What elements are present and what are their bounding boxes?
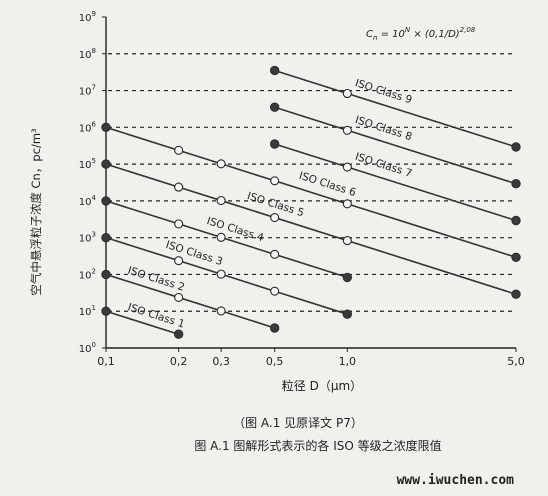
series-label: ISO Class 9 bbox=[354, 77, 414, 106]
data-point-filled bbox=[511, 215, 521, 226]
series-label: ISO Class 6 bbox=[297, 170, 357, 199]
data-point-open bbox=[342, 125, 352, 135]
y-tick-label: 105 bbox=[79, 157, 96, 171]
figure-caption-note: （图 A.1 见原译文 P7） bbox=[233, 415, 363, 430]
data-point-open bbox=[270, 176, 280, 186]
formula-part: N bbox=[405, 26, 411, 34]
x-tick-label: 0,3 bbox=[212, 355, 230, 368]
data-point-filled bbox=[511, 142, 521, 152]
y-tick-exponent: 7 bbox=[92, 84, 96, 92]
formula-annotation: Cn = 10N × (0,1/D)2,08 bbox=[366, 26, 476, 42]
data-point-open bbox=[342, 162, 352, 172]
series-line bbox=[105, 310, 179, 335]
data-point-open bbox=[270, 213, 280, 223]
y-tick-label: 109 bbox=[79, 10, 96, 24]
data-point-open bbox=[174, 292, 184, 302]
series-label: ISO Class 3 bbox=[164, 239, 224, 268]
data-point-filled bbox=[511, 252, 521, 262]
y-tick-label: 107 bbox=[79, 84, 96, 98]
figure-caption-title: 图 A.1 图解形式表示的各 ISO 等级之浓度限值 bbox=[194, 438, 441, 453]
y-tick-exponent: 2 bbox=[92, 267, 96, 275]
y-tick-label: 101 bbox=[79, 304, 96, 318]
series-group bbox=[101, 65, 521, 339]
data-point-filled bbox=[101, 232, 111, 243]
data-point-open bbox=[174, 145, 184, 155]
y-tick-label: 102 bbox=[79, 267, 96, 281]
y-tick-exponent: 0 bbox=[92, 341, 96, 349]
y-tick-label: 104 bbox=[79, 194, 97, 208]
data-point-open bbox=[216, 196, 226, 206]
y-tick-exponent: 9 bbox=[92, 10, 96, 18]
gridlines bbox=[108, 53, 516, 312]
data-point-open bbox=[216, 269, 226, 279]
formula-part: = 10 bbox=[377, 29, 404, 40]
y-tick-exponent: 5 bbox=[92, 157, 96, 165]
data-point-filled bbox=[101, 159, 111, 169]
data-point-filled bbox=[101, 306, 111, 316]
data-point-filled bbox=[269, 65, 280, 76]
data-point-filled bbox=[101, 269, 111, 280]
data-point-open bbox=[342, 199, 352, 209]
data-point-open bbox=[342, 88, 352, 99]
data-point-open bbox=[270, 249, 280, 259]
series-line bbox=[105, 273, 275, 329]
formula-part: C bbox=[366, 29, 373, 40]
x-axis-label: 粒径 D（μm） bbox=[282, 378, 362, 393]
formula-part: ) bbox=[455, 29, 460, 40]
x-tick-label: 0,1 bbox=[97, 355, 115, 368]
y-tick-label: 100 bbox=[79, 341, 96, 355]
y-tick-exponent: 4 bbox=[92, 194, 97, 202]
data-point-filled bbox=[511, 179, 521, 189]
y-tick-exponent: 3 bbox=[92, 231, 96, 239]
data-point-open bbox=[174, 182, 184, 192]
series-label: ISO Class 8 bbox=[354, 114, 414, 143]
x-tick-label: 0,2 bbox=[170, 355, 188, 368]
series-line bbox=[105, 200, 348, 279]
series-label: ISO Class 7 bbox=[354, 151, 414, 180]
data-point-open bbox=[216, 232, 226, 242]
y-tick-exponent: 1 bbox=[92, 304, 96, 312]
data-point-open bbox=[270, 286, 280, 296]
series-line bbox=[105, 163, 517, 295]
data-point-filled bbox=[269, 139, 280, 149]
y-tick-exponent: 6 bbox=[92, 120, 97, 128]
data-point-open bbox=[174, 219, 184, 229]
y-tick-label: 106 bbox=[79, 120, 97, 134]
formula-part: × (0,1/ bbox=[410, 29, 450, 40]
x-tick-label: 1,0 bbox=[339, 355, 357, 368]
data-point-open bbox=[342, 236, 352, 246]
series-label: ISO Class 2 bbox=[126, 265, 186, 294]
data-point-filled bbox=[269, 102, 280, 112]
data-point-filled bbox=[342, 272, 353, 283]
formula-part: n bbox=[373, 34, 377, 42]
series-label: ISO Class 1 bbox=[126, 301, 186, 330]
formula-part: 2,08 bbox=[460, 26, 476, 34]
y-tick-exponent: 8 bbox=[92, 47, 96, 55]
data-point-filled bbox=[173, 329, 184, 339]
y-axis-label: 空气中悬浮粒子浓度 Cn，pc/m³ bbox=[29, 128, 43, 296]
series-label: ISO Class 4 bbox=[205, 215, 265, 244]
data-point-filled bbox=[269, 323, 280, 333]
y-tick-label: 108 bbox=[79, 47, 96, 61]
data-point-open bbox=[216, 159, 226, 169]
data-point-open bbox=[216, 306, 226, 316]
data-point-filled bbox=[511, 289, 521, 299]
series-line bbox=[105, 126, 517, 259]
data-point-open bbox=[174, 256, 184, 266]
data-point-filled bbox=[342, 309, 353, 319]
website-watermark: www.iwuchen.com bbox=[397, 473, 515, 488]
x-tick-label: 5,0 bbox=[507, 355, 525, 368]
data-point-filled bbox=[101, 122, 111, 133]
y-tick-label: 103 bbox=[79, 231, 96, 245]
formula-part: D bbox=[448, 29, 456, 40]
x-tick-label: 0,5 bbox=[266, 355, 284, 368]
data-point-filled bbox=[101, 196, 111, 206]
